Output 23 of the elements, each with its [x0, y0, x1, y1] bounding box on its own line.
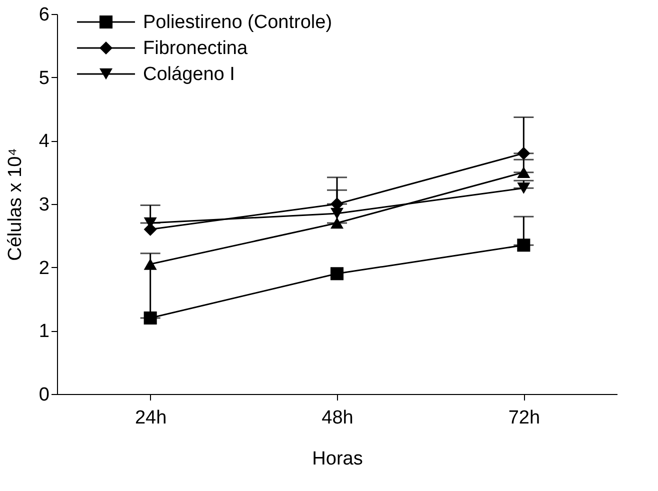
x-tick-label: 48h [322, 408, 354, 428]
y-tick-label: 6 [38, 4, 50, 26]
point [330, 217, 344, 229]
point [144, 311, 157, 325]
y-tick-label: 4 [38, 131, 50, 152]
y-axis-title: Células x 10⁴ [4, 148, 26, 261]
x-axis-title: Horas [312, 448, 363, 470]
point [517, 146, 530, 160]
point [144, 258, 157, 270]
point [330, 208, 344, 220]
x-tick-label: 72h [508, 408, 540, 428]
y-tick-label: 3 [38, 194, 50, 216]
y-tick-label: 5 [38, 68, 50, 89]
y-tick-label: 0 [38, 384, 50, 406]
x-tick-label: 24h [134, 408, 167, 428]
y-tick-label: 2 [38, 258, 50, 279]
legend-label: Poliestireno (Controle) [143, 12, 332, 33]
legend-label: Fibronectina [143, 38, 248, 59]
point [517, 166, 530, 178]
y-tick-label: 1 [38, 321, 50, 342]
point [517, 238, 530, 252]
legend-label: Colágeno I [143, 64, 235, 85]
point [330, 267, 344, 280]
